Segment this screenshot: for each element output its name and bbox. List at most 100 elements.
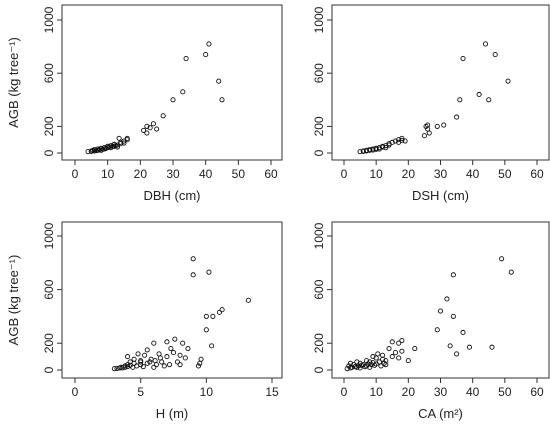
data-point bbox=[203, 313, 209, 319]
data-point bbox=[386, 346, 392, 352]
y-tick-label: 1000 bbox=[312, 6, 326, 33]
data-point bbox=[210, 313, 216, 319]
data-point bbox=[135, 351, 141, 357]
y-tick-label: 0 bbox=[42, 366, 56, 373]
data-point bbox=[434, 123, 440, 129]
data-point bbox=[389, 139, 395, 145]
data-point bbox=[434, 327, 440, 333]
data-point bbox=[161, 363, 167, 369]
data-point bbox=[153, 362, 159, 368]
data-point bbox=[216, 309, 223, 315]
x-tick-label: 30 bbox=[166, 167, 180, 181]
data-point bbox=[460, 329, 466, 336]
data-point bbox=[121, 140, 127, 146]
data-point bbox=[383, 145, 389, 151]
data-point bbox=[159, 359, 165, 365]
data-point bbox=[198, 356, 204, 362]
data-point bbox=[151, 340, 157, 346]
data-point bbox=[147, 359, 153, 365]
y-tick-label: 200 bbox=[42, 333, 56, 353]
data-point bbox=[138, 358, 144, 364]
data-point bbox=[124, 137, 130, 143]
data-point bbox=[363, 148, 370, 154]
data-point bbox=[367, 147, 373, 153]
x-tick-label: 20 bbox=[402, 167, 416, 181]
data-point bbox=[203, 327, 209, 333]
y-tick-label: 600 bbox=[42, 279, 56, 299]
plot-frame bbox=[331, 221, 550, 379]
data-point bbox=[160, 113, 166, 119]
data-point bbox=[380, 143, 386, 149]
x-tick-label: 30 bbox=[434, 385, 448, 399]
data-point bbox=[219, 97, 225, 103]
data-point bbox=[180, 89, 186, 95]
data-point bbox=[144, 360, 150, 366]
data-point bbox=[399, 348, 405, 354]
x-tick-label: 10 bbox=[369, 385, 383, 399]
data-point bbox=[142, 352, 148, 358]
data-point bbox=[111, 366, 117, 372]
y-tick-label: 0 bbox=[312, 149, 326, 156]
y-tick-label: 0 bbox=[42, 149, 56, 156]
scatter-panel-3: 0 5 10 15 0 200 600 1000 H (m) AGB (kg tree⁻¹) bbox=[6, 221, 283, 421]
data-point bbox=[505, 78, 511, 84]
data-point bbox=[177, 362, 183, 368]
data-point bbox=[508, 269, 514, 275]
data-point bbox=[396, 355, 402, 361]
data-point bbox=[174, 359, 180, 365]
x-tick-label: 0 bbox=[341, 385, 348, 399]
data-point bbox=[402, 138, 408, 144]
data-point bbox=[150, 121, 156, 127]
data-point bbox=[396, 137, 402, 143]
x-tick-label: 20 bbox=[402, 385, 416, 399]
y-tick-label: 200 bbox=[312, 333, 326, 353]
data-point bbox=[190, 272, 196, 278]
y-tick-label: 200 bbox=[42, 116, 56, 136]
data-point bbox=[386, 142, 392, 148]
x-tick-label: 60 bbox=[530, 167, 544, 181]
data-point bbox=[182, 355, 188, 361]
data-point bbox=[219, 307, 225, 313]
x-tick-label: 20 bbox=[134, 167, 148, 181]
data-point bbox=[426, 130, 432, 136]
data-point bbox=[444, 296, 450, 302]
data-point bbox=[170, 97, 176, 103]
x-tick-label: 50 bbox=[498, 385, 512, 399]
x-tick-label: 40 bbox=[199, 167, 213, 181]
data-point bbox=[203, 52, 209, 58]
data-point bbox=[180, 340, 186, 346]
data-point bbox=[399, 337, 405, 344]
y-tick-label: 0 bbox=[312, 366, 326, 373]
data-point bbox=[412, 346, 418, 352]
data-point bbox=[122, 363, 128, 369]
data-point bbox=[185, 346, 191, 352]
x-tick-label: 40 bbox=[466, 385, 480, 399]
data-point bbox=[447, 343, 453, 349]
data-point bbox=[216, 78, 222, 84]
data-point bbox=[85, 149, 91, 155]
y-tick-label: 600 bbox=[312, 279, 326, 299]
data-point bbox=[405, 358, 411, 364]
x-tick-label: 0 bbox=[72, 167, 79, 181]
data-point bbox=[140, 364, 146, 370]
plot-frame bbox=[61, 4, 283, 161]
data-point bbox=[476, 91, 482, 98]
data-point bbox=[399, 137, 405, 143]
data-point bbox=[383, 362, 389, 368]
x-tick-label: 60 bbox=[264, 167, 278, 181]
y-axis-label: AGB (kg tree⁻¹) bbox=[6, 255, 21, 346]
x-tick-label: 5 bbox=[137, 385, 144, 399]
data-point bbox=[168, 346, 174, 352]
data-point bbox=[157, 355, 163, 361]
x-axis-label: CA (m²) bbox=[418, 406, 463, 421]
data-point bbox=[486, 97, 492, 103]
x-tick-label: 10 bbox=[200, 385, 214, 399]
x-tick-label: 60 bbox=[530, 385, 544, 399]
data-point bbox=[392, 138, 399, 144]
data-point bbox=[499, 256, 505, 262]
data-point bbox=[457, 97, 463, 103]
x-tick-label: 50 bbox=[232, 167, 246, 181]
data-point bbox=[454, 114, 460, 120]
y-tick-label: 1000 bbox=[312, 222, 326, 249]
